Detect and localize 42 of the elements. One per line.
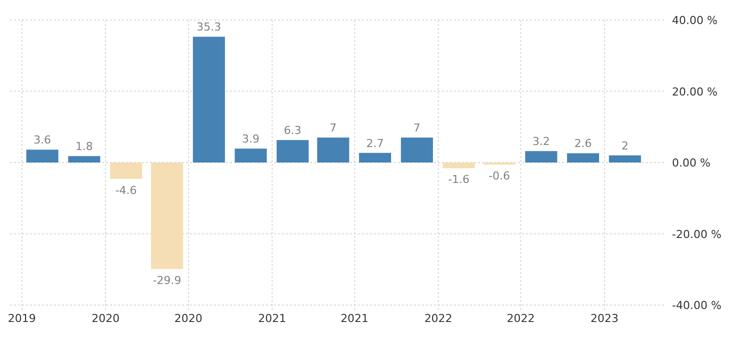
x-tick-label: 2020 bbox=[92, 312, 120, 325]
bar bbox=[151, 162, 184, 270]
x-tick-label: 2019 bbox=[8, 312, 36, 325]
data-label: -4.6 bbox=[115, 184, 137, 197]
bar bbox=[26, 150, 58, 162]
data-label: 2.6 bbox=[574, 137, 592, 150]
bar bbox=[400, 138, 433, 162]
bar bbox=[68, 156, 100, 162]
bar bbox=[110, 162, 142, 179]
data-label: 7 bbox=[413, 122, 420, 135]
data-label: 3.9 bbox=[242, 132, 260, 146]
data-label: 2.7 bbox=[366, 136, 384, 150]
y-tick-label: 40.00 % bbox=[672, 14, 718, 27]
y-tick-label: -40.00 % bbox=[672, 299, 722, 312]
x-tick-label: 2020 bbox=[174, 312, 202, 325]
data-label: 3.2 bbox=[532, 135, 550, 148]
bar bbox=[359, 152, 392, 162]
data-label: 1.8 bbox=[75, 140, 93, 154]
bar bbox=[234, 148, 267, 162]
bar bbox=[192, 36, 225, 162]
data-label: 3.6 bbox=[34, 134, 52, 147]
data-label: 2 bbox=[621, 139, 628, 152]
data-label: 6.3 bbox=[284, 124, 302, 138]
bar bbox=[525, 151, 558, 162]
data-label: -29.9 bbox=[152, 274, 182, 288]
bar bbox=[567, 153, 600, 162]
x-tick-label: 2021 bbox=[258, 312, 286, 325]
data-label: 7 bbox=[330, 122, 337, 135]
data-label: -0.6 bbox=[488, 170, 510, 183]
bar bbox=[276, 140, 309, 162]
bar bbox=[608, 155, 641, 162]
bar bbox=[317, 138, 350, 162]
x-tick-label: 2022 bbox=[506, 312, 535, 325]
y-tick-label: -20.00 % bbox=[672, 228, 722, 241]
data-label: -1.6 bbox=[448, 173, 470, 186]
y-tick-label: 0.00 % bbox=[672, 156, 710, 170]
bar bbox=[442, 162, 475, 168]
data-label: 35.3 bbox=[196, 20, 222, 34]
x-tick-label: 2022 bbox=[424, 312, 452, 325]
x-tick-label: 2021 bbox=[340, 312, 369, 325]
y-tick-label: 20.00 % bbox=[672, 85, 718, 98]
x-tick-label: 2023 bbox=[590, 312, 618, 325]
